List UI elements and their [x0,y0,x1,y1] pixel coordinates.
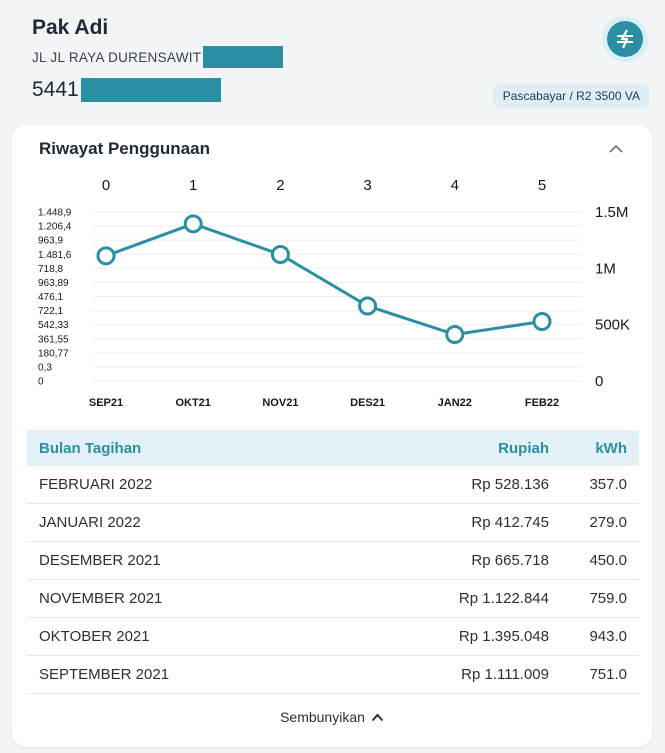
billing-table: Bulan Tagihan Rupiah kWh FEBRUARI 2022 R… [27,430,639,694]
row-kwh: 759.0 [589,590,627,607]
row-rupiah: Rp 1.395.048 [458,628,549,645]
left-tick-label: 718,8 [38,264,63,275]
left-tick-label: 476,1 [38,292,63,303]
customer-id: 5441 [32,78,221,102]
top-tick-label: 5 [538,177,546,194]
left-tick-label: 0,3 [38,362,52,373]
x-tick-label: OKT21 [175,397,210,409]
row-rupiah: Rp 665.718 [471,552,549,569]
data-point [96,246,116,266]
left-tick-label: 963,9 [38,236,63,247]
header-month: Bulan Tagihan [39,439,142,457]
usage-history-card: Riwayat Penggunaan 0 1 2 3 4 5 1.448,9 1.206,4 9… [12,125,652,747]
row-kwh: 279.0 [589,514,627,531]
chevron-up-icon[interactable] [604,137,628,161]
hide-toggle[interactable]: Sembunyikan [12,709,652,725]
top-tick-label: 0 [102,177,110,194]
data-point [445,324,465,344]
table-row: JANUARI 2022 Rp 412.745 279.0 [27,504,639,542]
right-tick-label: 1.5M [595,204,628,221]
left-tick-label: 542,33 [38,320,69,331]
x-tick-label: DES21 [350,397,385,409]
row-rupiah: Rp 1.122.844 [458,590,549,607]
series-line [105,222,543,336]
x-tick-label: JAN22 [438,397,472,409]
customer-header: Pak Adi JL JL RAYA DURENSAWIT 5441 Pasca… [0,0,665,120]
top-tick-label: 1 [189,177,197,194]
table-row: DESEMBER 2021 Rp 665.718 450.0 [27,542,639,580]
data-point [270,244,290,264]
left-tick-label: 180,77 [38,348,69,359]
customer-id-prefix: 5441 [32,78,79,101]
address-text: JL JL RAYA DURENSAWIT [32,49,202,65]
left-tick-label: 0 [38,377,44,388]
row-kwh: 751.0 [589,666,627,683]
right-tick-label: 1M [595,260,616,277]
row-rupiah: Rp 412.745 [471,514,549,531]
hide-label[interactable]: Sembunyikan [280,709,365,725]
left-tick-label: 1.481,6 [38,250,72,261]
top-tick-label: 4 [451,177,459,194]
x-tick-label: NOV21 [262,397,298,409]
row-month: JANUARI 2022 [39,514,141,531]
customer-address: JL JL RAYA DURENSAWIT [32,46,284,68]
top-tick-label: 3 [363,177,371,194]
header-kwh: kWh [595,439,627,457]
left-tick-label: 1.206,4 [38,222,72,233]
top-tick-label: 2 [276,177,284,194]
data-point [358,296,378,316]
left-tick-label: 963,89 [38,278,69,289]
tariff-badge: Pascabayar / R2 3500 VA [492,84,650,108]
section-title: Riwayat Penggunaan [39,139,210,158]
pln-lightning-icon[interactable] [602,16,648,62]
table-row: FEBRUARI 2022 Rp 528.136 357.0 [27,466,639,504]
table-row: OKTOBER 2021 Rp 1.395.048 943.0 [27,618,639,656]
row-month: FEBRUARI 2022 [39,476,153,493]
row-month: SEPTEMBER 2021 [39,666,170,683]
chevron-up-icon [371,713,384,721]
data-point [532,311,552,331]
left-tick-label: 1.448,9 [38,208,72,219]
redaction-mask [203,46,284,68]
row-kwh: 943.0 [589,628,627,645]
usage-line-chart: 0 1 2 3 4 5 1.448,9 1.206,4 963,9 1.481,6 718,8 963… [38,177,630,409]
data-point [183,214,203,234]
right-tick-label: 500K [595,317,630,334]
left-tick-label: 361,55 [38,334,69,345]
row-month: OKTOBER 2021 [39,628,150,645]
redaction-mask [80,78,221,102]
row-kwh: 450.0 [589,552,627,569]
row-month: NOVEMBER 2021 [39,590,163,607]
table-header: Bulan Tagihan Rupiah kWh [27,430,639,466]
x-tick-label: FEB22 [525,397,559,409]
table-row: NOVEMBER 2021 Rp 1.122.844 759.0 [27,580,639,618]
row-rupiah: Rp 1.111.009 [461,666,549,683]
header-rupiah: Rupiah [498,439,549,457]
x-tick-label: SEP21 [89,397,123,409]
row-month: DESEMBER 2021 [39,552,161,569]
customer-name: Pak Adi [32,16,109,39]
right-tick-label: 0 [595,373,603,390]
row-rupiah: Rp 528.136 [471,476,549,493]
left-tick-label: 722,1 [38,306,63,317]
table-row: SEPTEMBER 2021 Rp 1.111.009 751.0 [27,656,639,694]
row-kwh: 357.0 [589,476,627,493]
